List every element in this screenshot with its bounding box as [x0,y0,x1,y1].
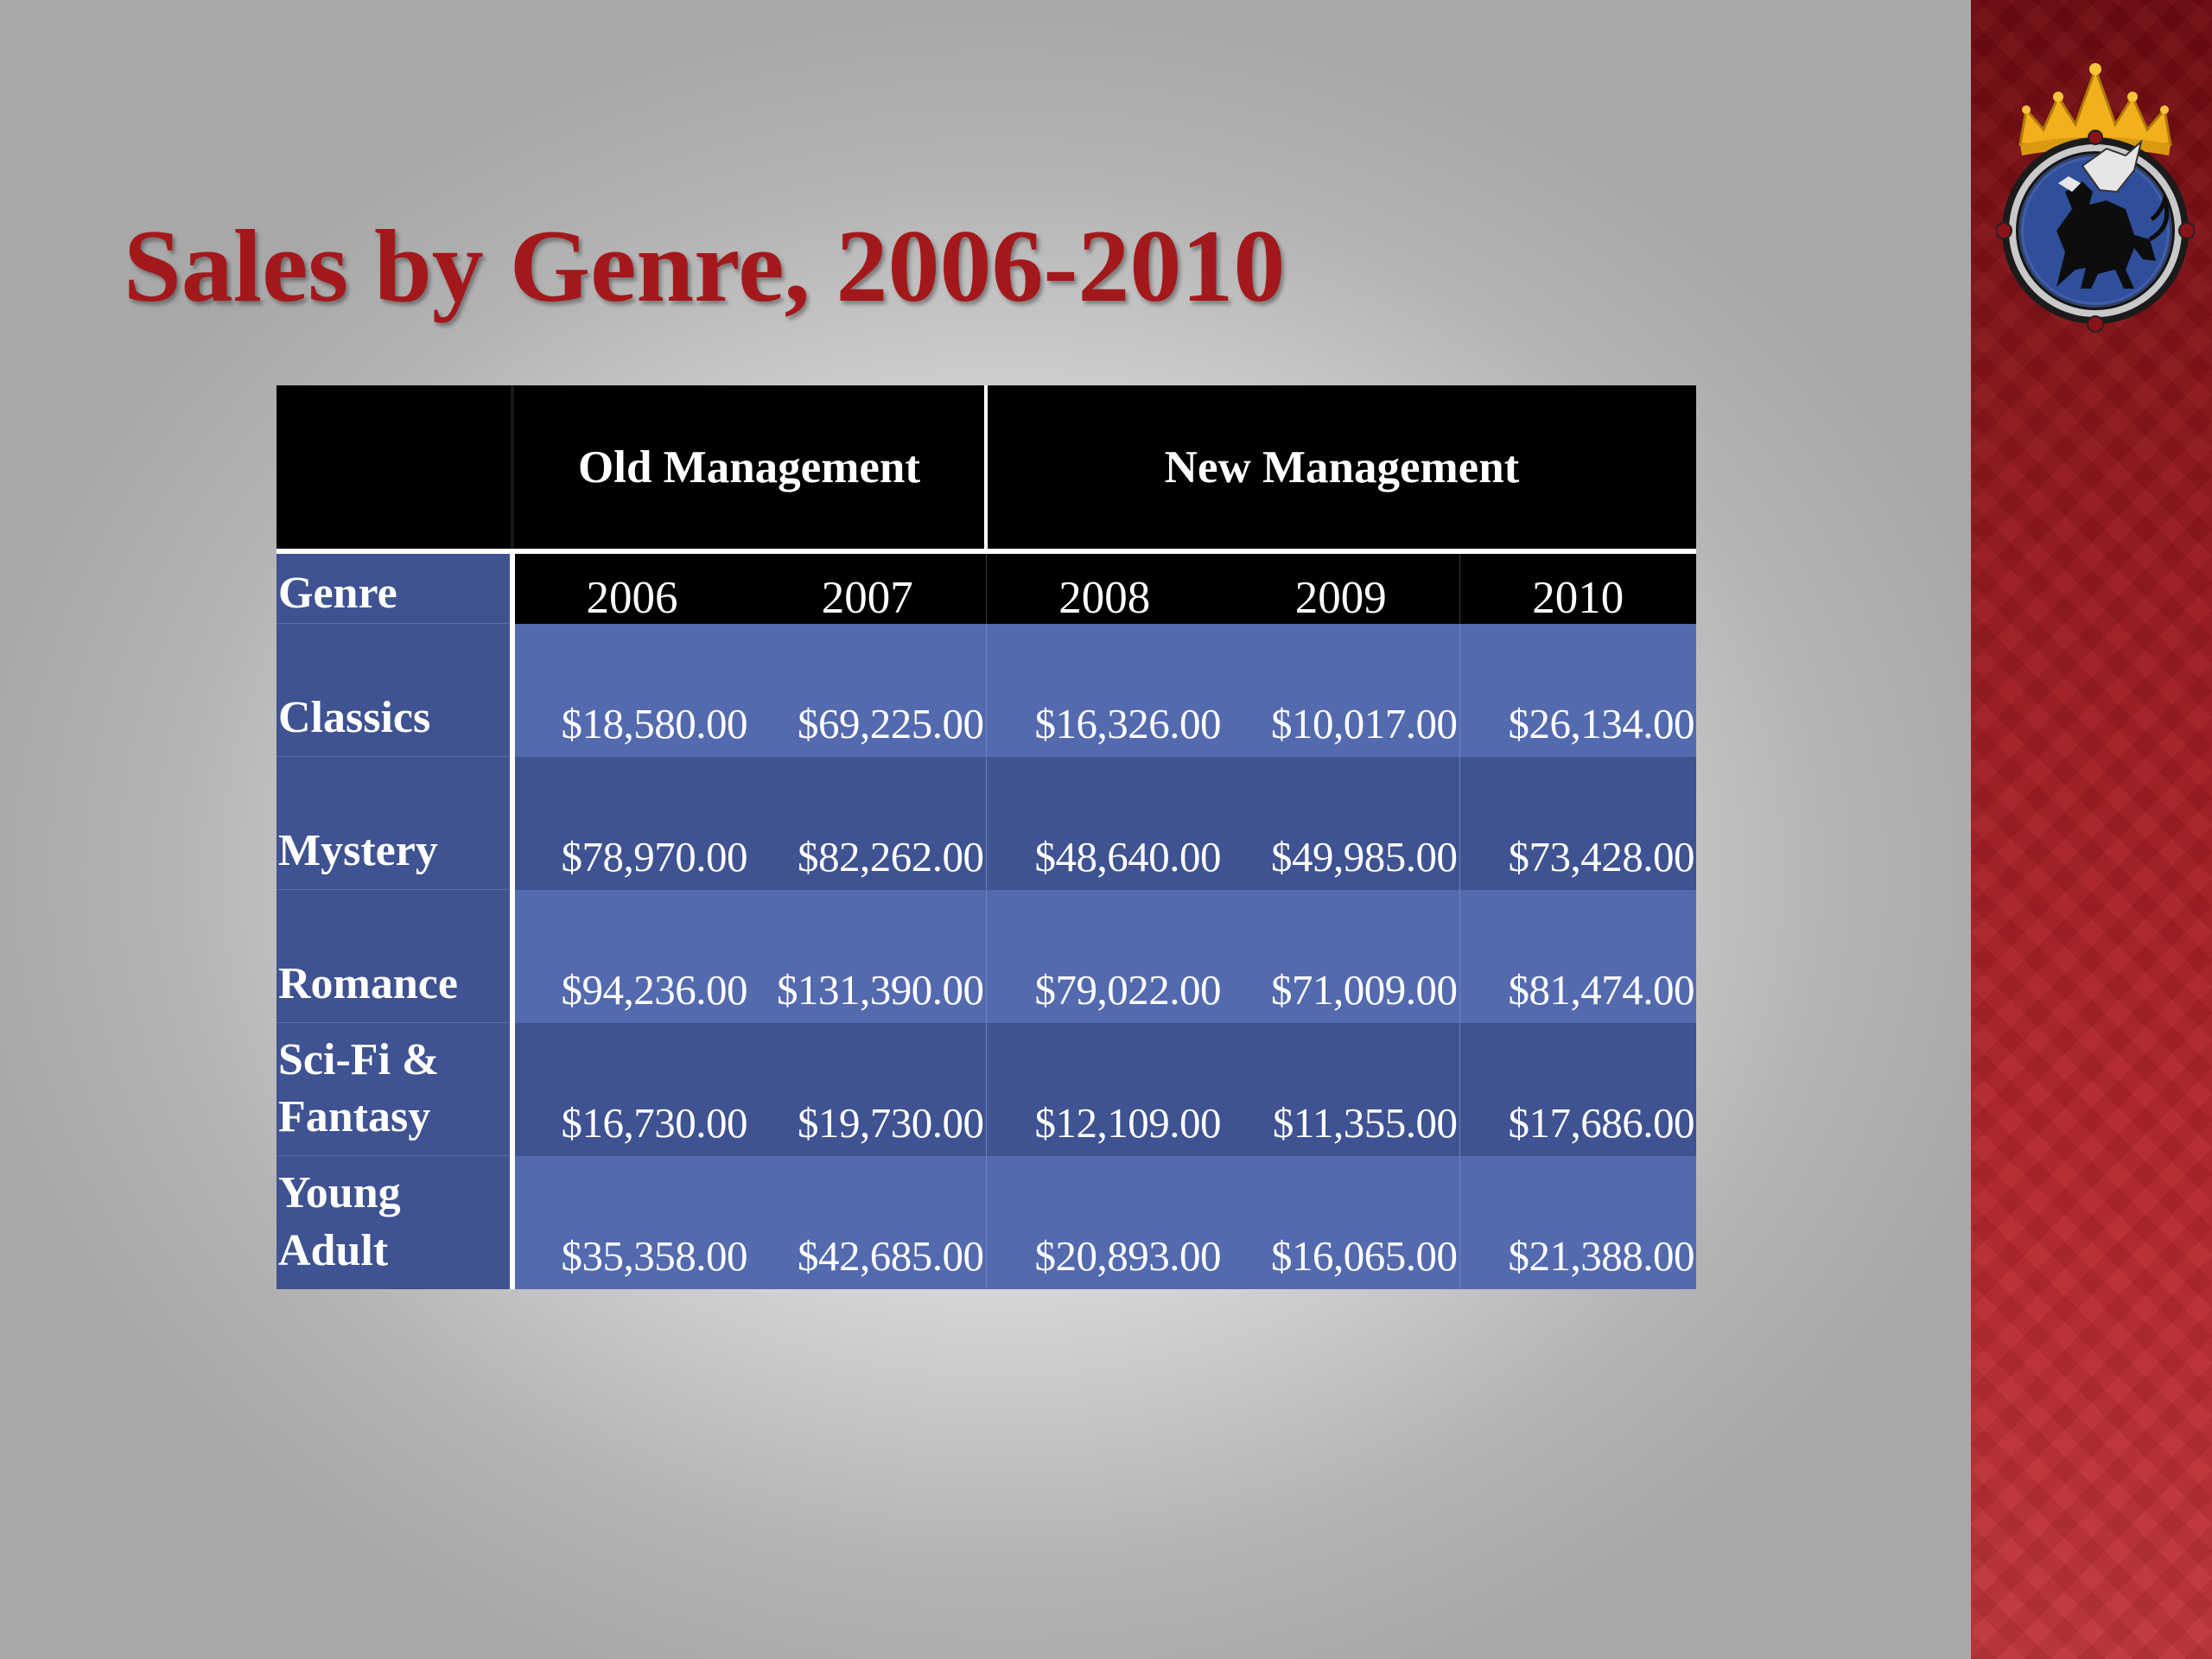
table-row: Mystery $78,970.00 $82,262.00 $48,640.00… [276,756,1697,890]
header-corner-cell [276,385,512,551]
year-header-row: Genre 2006 2007 2008 2009 2010 [276,551,1697,624]
value-cell: $42,685.00 [749,1155,986,1289]
slide-title: Sales by Genre, 2006-2010 [124,208,1286,323]
value-cell: $131,390.00 [749,889,986,1023]
year-header-2007: 2007 [749,551,986,624]
value-cell: $35,358.00 [512,1155,749,1289]
new-management-header: New Management [986,385,1697,551]
genre-cell-young-adult: Young Adult [276,1155,515,1289]
value-cell: $78,970.00 [512,756,749,890]
value-cell: $19,730.00 [749,1022,986,1156]
year-header-2008: 2008 [985,551,1223,624]
genre-label-line2: Adult [278,1225,389,1275]
value-cell: $49,985.00 [1223,756,1459,890]
genre-cell-scifi-fantasy: Sci-Fi & Fantasy [276,1022,515,1156]
genre-cell-romance: Romance [276,889,515,1023]
griffin-figure [2056,139,2170,289]
value-cell: $17,686.00 [1459,1022,1697,1156]
value-cell: $21,388.00 [1459,1155,1697,1289]
griffin-crest-icon [1996,63,2195,333]
table-row: Sci-Fi & Fantasy $16,730.00 $19,730.00 $1… [276,1022,1697,1156]
genre-cell-mystery: Mystery [276,756,515,890]
value-cell: $11,355.00 [1223,1022,1459,1156]
year-header-2009: 2009 [1223,551,1459,624]
value-cell: $10,017.00 [1223,623,1459,757]
value-cell: $94,236.00 [512,889,749,1023]
genre-label-line1: Sci-Fi & [278,1034,440,1084]
table-row: Romance $94,236.00 $131,390.00 $79,022.0… [276,889,1697,1023]
old-management-header: Old Management [511,385,988,551]
genre-cell-classics: Classics [276,623,515,757]
value-cell: $82,262.00 [749,756,986,890]
value-cell: $16,065.00 [1223,1155,1459,1289]
value-cell: $69,225.00 [749,623,986,757]
year-header-2006: 2006 [512,551,749,624]
year-header-2010: 2010 [1459,551,1697,624]
value-cell: $26,134.00 [1459,623,1697,757]
value-cell: $20,893.00 [985,1155,1223,1289]
genre-label-line2: Fantasy [278,1092,431,1142]
value-cell: $18,580.00 [512,623,749,757]
value-cell: $73,428.00 [1459,756,1697,890]
genre-label: Mystery [278,826,438,876]
value-cell: $16,730.00 [512,1022,749,1156]
value-cell: $79,022.00 [985,889,1223,1023]
genre-label: Romance [278,959,458,1009]
value-cell: $12,109.00 [985,1022,1223,1156]
management-header-row: Old Management New Management [276,385,1697,551]
value-cell: $48,640.00 [985,756,1223,890]
genre-label-line1: Young [278,1168,401,1218]
sales-table: Old Management New Management Genre 2006… [276,385,1697,1289]
genre-label: Classics [278,693,431,743]
value-cell: $71,009.00 [1223,889,1459,1023]
table-row: Young Adult $35,358.00 $42,685.00 $20,893… [276,1155,1697,1289]
value-cell: $81,474.00 [1459,889,1697,1023]
table-row: Classics $18,580.00 $69,225.00 $16,326.0… [276,623,1697,757]
genre-column-header: Genre [276,551,515,624]
value-cell: $16,326.00 [985,623,1223,757]
